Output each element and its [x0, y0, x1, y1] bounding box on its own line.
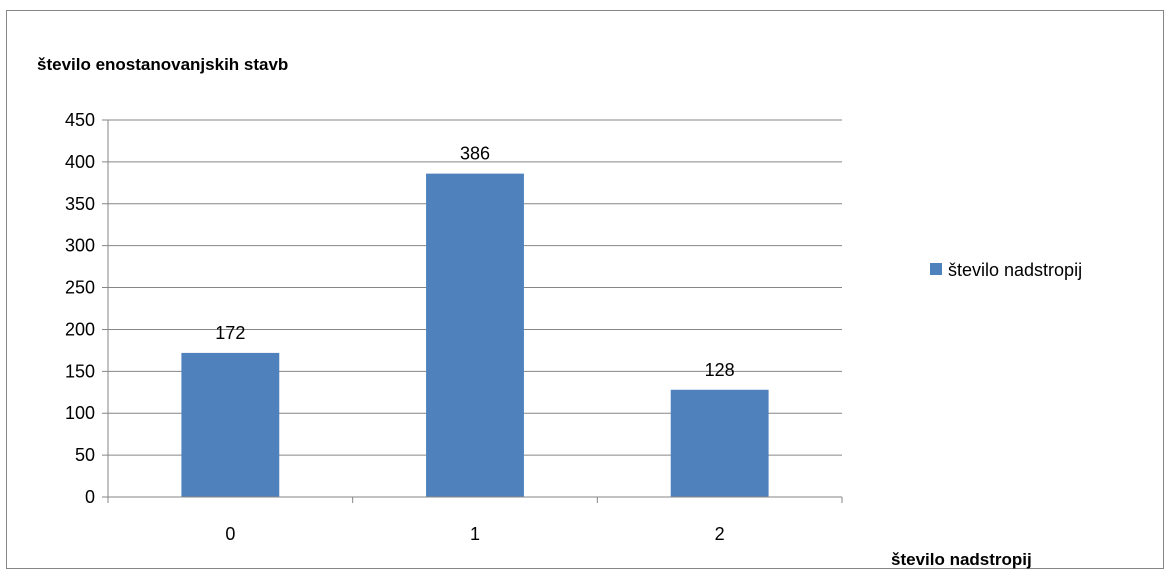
legend-entry: število nadstropij [948, 260, 1082, 280]
bars [181, 173, 769, 497]
y-tick-label: 200 [65, 319, 95, 339]
y-tick-label: 450 [65, 110, 95, 130]
x-tick-label: 0 [225, 524, 235, 544]
y-axis-ticks: 0 50 100 150 200 250 300 350 400 450 [65, 110, 95, 507]
y-axis-title: število enostanovanjskih stavb [37, 55, 288, 74]
legend-swatch [930, 263, 942, 275]
x-tick-label: 1 [470, 524, 480, 544]
axes [107, 120, 843, 503]
y-tick-label: 250 [65, 278, 95, 298]
bar-1 [426, 173, 524, 497]
y-tick-label: 50 [75, 445, 95, 465]
x-axis-ticks: 0 1 2 [225, 524, 724, 544]
y-tick-label: 300 [65, 236, 95, 256]
data-label-0: 172 [215, 323, 245, 343]
x-axis-title: število nadstropij [891, 550, 1032, 569]
bar-0 [181, 352, 280, 497]
data-label-1: 386 [460, 144, 490, 164]
x-tick-label: 2 [715, 524, 725, 544]
y-tick-label: 100 [65, 403, 95, 423]
y-tick-label: 150 [65, 361, 95, 381]
y-tick-label: 400 [65, 152, 95, 172]
legend: število nadstropij [930, 260, 1082, 280]
data-labels: 172 386 128 [215, 144, 734, 380]
data-label-2: 128 [705, 360, 735, 380]
bar-2 [670, 389, 769, 497]
y-tick-label: 350 [65, 194, 95, 214]
y-tick-label: 0 [85, 487, 95, 507]
